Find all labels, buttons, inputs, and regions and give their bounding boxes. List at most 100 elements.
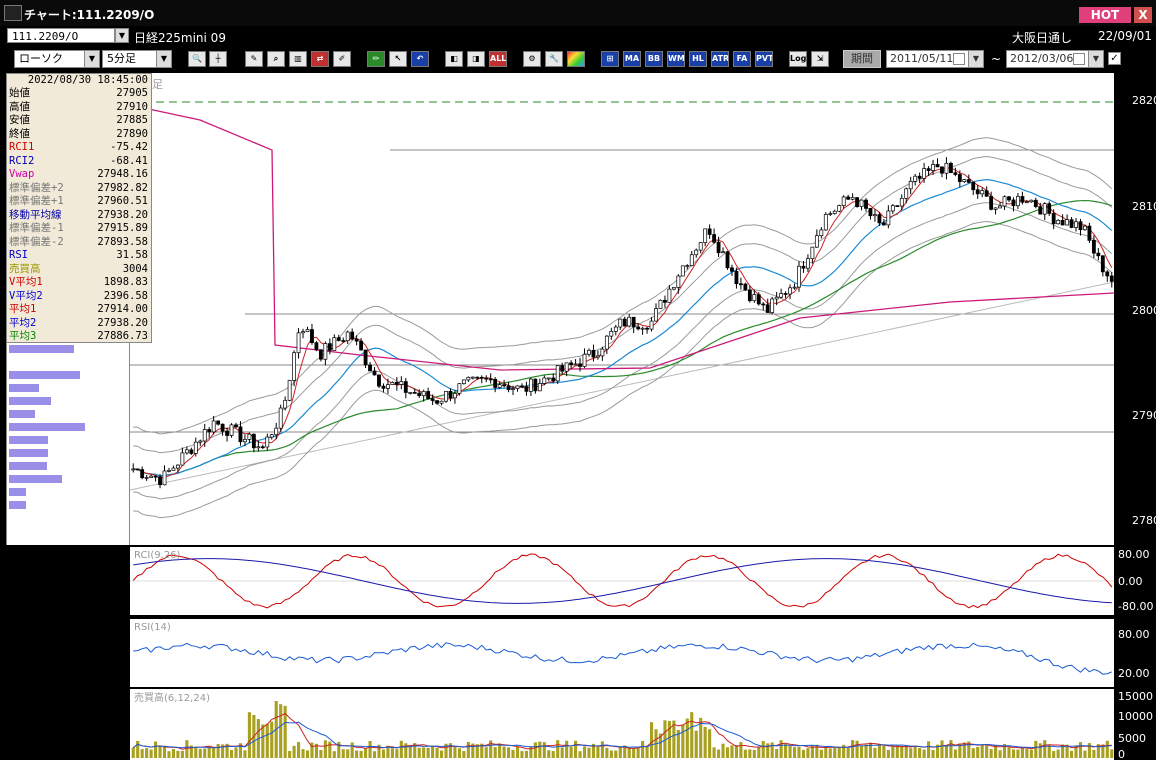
atr-button[interactable]: ATR — [711, 51, 729, 67]
volume-bar — [645, 746, 649, 758]
hot-button[interactable]: HOT — [1079, 7, 1131, 23]
wrench-icon[interactable]: 🔧 — [545, 51, 563, 67]
zoom-icon[interactable]: 🔍 — [188, 51, 206, 67]
volume-bar — [292, 745, 296, 758]
period-button[interactable]: 期間 — [843, 50, 881, 68]
chart-area[interactable]: 28200 28100 28000 27900 27800 足 RCI(9,26… — [0, 72, 1156, 760]
candle-body — [725, 251, 730, 269]
candle-body — [689, 254, 694, 266]
period-checkbox[interactable]: ✓ — [1108, 52, 1121, 65]
chart-type-select[interactable]: ローソク ▼ — [14, 50, 100, 68]
volume-bar — [154, 741, 158, 758]
log-button[interactable]: Log — [789, 51, 807, 67]
shift-left-icon[interactable]: ◧ — [445, 51, 463, 67]
window-titlebar: チャート:111.2209/O HOT X — [0, 0, 1156, 27]
volume-bar — [752, 749, 756, 758]
candle-body — [386, 384, 390, 389]
candle-body — [788, 287, 792, 295]
pointer-icon[interactable]: ↖ — [389, 51, 407, 67]
chevron-down-icon[interactable]: ▼ — [1088, 51, 1103, 67]
calendar-icon[interactable] — [953, 53, 965, 65]
candle-body — [931, 164, 935, 171]
calendar-icon[interactable] — [1073, 53, 1085, 65]
volume-bar — [886, 749, 890, 758]
ma-button[interactable]: MA — [623, 51, 641, 67]
candle-body — [412, 392, 417, 394]
color-palette-icon[interactable] — [567, 51, 585, 67]
candle-body — [430, 398, 435, 401]
candle-body — [828, 213, 833, 215]
candle-body — [488, 378, 493, 381]
undo-icon[interactable]: ↶ — [411, 51, 429, 67]
interval-select[interactable]: 5分足 ▼ — [102, 50, 172, 68]
info-value: 27948.16 — [97, 168, 148, 180]
export-icon[interactable]: ⇲ — [811, 51, 829, 67]
volume-bar — [627, 748, 631, 758]
date-to-field[interactable]: 2012/03/06 ▼ — [1006, 50, 1104, 68]
chevron-down-icon[interactable]: ▼ — [968, 51, 983, 67]
volume-bar — [1034, 740, 1038, 758]
price-label-28100: 28100 — [1132, 200, 1156, 213]
candle-body — [265, 436, 270, 448]
volume-bar — [305, 750, 310, 758]
settings-icon[interactable]: ⚙ — [523, 51, 541, 67]
candle-body — [801, 265, 806, 269]
candle-body — [305, 329, 310, 332]
rsi-title: RSI(14) — [134, 622, 171, 633]
candle-body — [868, 208, 873, 217]
trend-line — [129, 281, 1115, 491]
candle-body — [292, 352, 297, 381]
candle-body — [873, 214, 877, 217]
candle-body — [229, 424, 234, 436]
pencil-icon[interactable]: ✏ — [367, 51, 385, 67]
info-row: 終値 27890 — [7, 128, 151, 142]
rci-label-80: 80.00 — [1118, 548, 1150, 561]
candle-body — [131, 468, 136, 471]
candle-body — [524, 386, 529, 392]
symbol-input[interactable]: 111.2209/O — [7, 28, 115, 43]
candle-body — [747, 289, 752, 302]
wma-button[interactable]: WMA — [667, 51, 685, 67]
volume-bar — [1069, 750, 1074, 758]
compare-icon[interactable]: ⇄ — [311, 51, 329, 67]
fapa-button[interactable]: FA — [733, 51, 751, 67]
crosshair-icon[interactable]: ┼ — [209, 51, 227, 67]
volume-profile-bar — [9, 475, 62, 483]
split-icon[interactable]: ⊞ — [601, 51, 619, 67]
candle-body — [310, 329, 314, 344]
rsi-label-20: 20.00 — [1118, 667, 1150, 680]
candle-body — [555, 365, 560, 382]
search-chart-icon[interactable]: ⌕ — [267, 51, 285, 67]
volume-bar — [216, 744, 220, 758]
date-from-field[interactable]: 2011/05/11 ▼ — [886, 50, 984, 68]
volume-bar — [623, 745, 627, 758]
symbol-dropdown-icon[interactable]: ▼ — [115, 28, 129, 43]
candle-body — [1033, 199, 1038, 207]
close-button[interactable]: X — [1134, 7, 1152, 23]
candle-body — [444, 390, 448, 402]
candle-body — [814, 235, 819, 248]
all-button[interactable]: ALL — [489, 51, 507, 67]
candle-body — [908, 180, 913, 190]
volume-bar — [279, 704, 283, 758]
candle-body — [180, 452, 185, 466]
volume-bar — [895, 745, 899, 758]
info-value: 27890 — [116, 127, 148, 140]
candle-body — [913, 175, 918, 182]
draw-icon[interactable]: ✎ — [245, 51, 263, 67]
pvt-button[interactable]: PVT — [755, 51, 773, 67]
shift-right-icon[interactable]: ◨ — [467, 51, 485, 67]
volume-bar — [221, 744, 225, 758]
volume-bar — [417, 747, 421, 758]
hl-button[interactable]: HL — [689, 51, 707, 67]
note-icon[interactable]: ✐ — [333, 51, 351, 67]
volume-profile-bar — [9, 410, 35, 418]
volume-bar — [265, 723, 269, 758]
bb-button[interactable]: BB — [645, 51, 663, 67]
info-row: RCI2 -68.41 — [7, 155, 151, 169]
info-label: RCI1 — [9, 141, 35, 153]
volume-bar — [225, 743, 229, 758]
price-chart[interactable]: 28200 28100 28000 27900 27800 足 RCI(9,26… — [0, 72, 1156, 760]
volume-bar — [824, 747, 828, 758]
bar-chart-icon[interactable]: ▥ — [289, 51, 307, 67]
